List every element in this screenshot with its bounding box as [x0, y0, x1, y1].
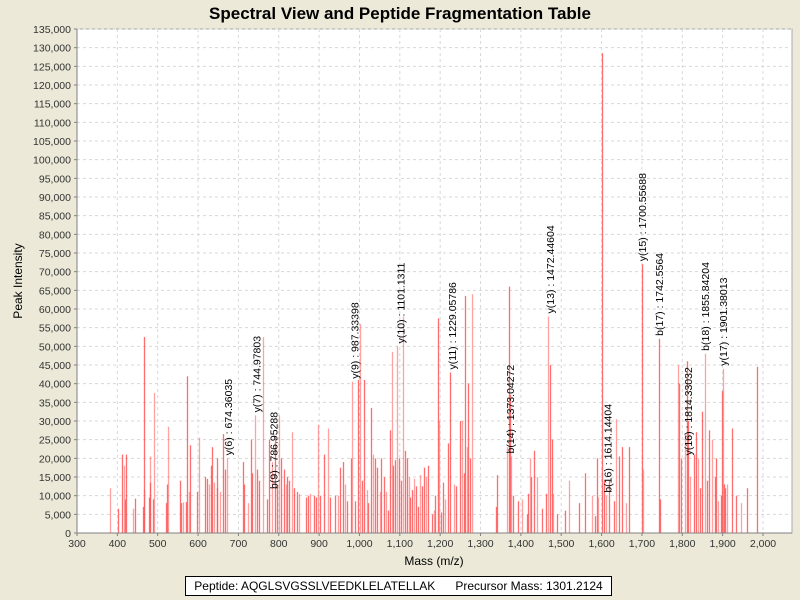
x-tick-label: 400: [109, 538, 127, 550]
peak-annotation: y(16) : 1814.33032: [683, 367, 695, 455]
y-tick-label: 45,000: [39, 360, 71, 372]
y-tick-label: 30,000: [39, 416, 71, 428]
y-tick-label: 110,000: [34, 117, 71, 129]
x-tick-label: 1,100: [387, 538, 413, 550]
y-tick-label: 25,000: [39, 435, 71, 447]
x-tick-label: 300: [68, 538, 86, 550]
y-tick-label: 0: [65, 528, 71, 540]
peak-annotation: y(13) : 1472.44604: [545, 225, 557, 313]
axes: [76, 29, 792, 534]
x-tick-label: 700: [230, 538, 248, 550]
y-tick-label: 135,000: [33, 24, 71, 36]
peak-annotation: y(11) : 1229.05786: [447, 282, 459, 370]
y-tick-label: 100,000: [33, 155, 71, 167]
peak-annotation: y(6) : 674.36035: [223, 379, 235, 456]
x-tick-label: 1,400: [508, 538, 534, 550]
y-ticks: 0 5,000 10,000 15,000 20,000 25,000 30,000 35,0…: [33, 24, 77, 540]
y-tick-label: 75,000: [39, 248, 71, 260]
x-tick-label: 800: [270, 538, 288, 550]
plot-area: [76, 28, 793, 534]
peak-annotation: y(7) : 744.97803: [252, 336, 264, 413]
peak-annotation: b(16) : 1614.14404: [602, 404, 614, 493]
y-tick-label: 60,000: [39, 304, 71, 316]
y-tick-label: 120,000: [33, 80, 71, 92]
peptide-info-box: Peptide: AQGLSVGSSLVEEDKLELATELLAK Precu…: [185, 576, 612, 596]
peak-bars: [109, 53, 759, 533]
peptide-label: Peptide: AQGLSVGSSLVEEDKLELATELLAK: [194, 579, 436, 593]
x-tick-label: 1,600: [588, 538, 614, 550]
y-tick-label: 20,000: [39, 453, 71, 465]
y-tick-label: 115,000: [34, 99, 71, 111]
peak-annotation: y(10) : 1101.1311: [395, 262, 407, 343]
y-tick-label: 65,000: [39, 285, 71, 297]
y-tick-label: 80,000: [39, 229, 71, 241]
y-tick-label: 10,000: [39, 491, 71, 503]
peak-annotation: y(9) : 987.33398: [349, 302, 361, 379]
x-tick-label: 1,200: [427, 538, 453, 550]
chart-title: Spectral View and Peptide Fragmentation …: [209, 4, 591, 23]
peak-annotation: b(14) : 1373.04272: [505, 365, 517, 454]
x-tick-label: 1,700: [629, 538, 655, 550]
x-tick-label: 1,900: [710, 538, 736, 550]
y-tick-label: 15,000: [39, 472, 71, 484]
peak-annotation: y(17) : 1901.38013: [718, 277, 730, 365]
peak-annotations: y(6) : 674.36035 y(7) : 744.97803 b(9) : 7…: [223, 173, 730, 493]
x-ticks: 300 400 500 600 700 800 900 1,000 1,100 1,200 1,30…: [68, 533, 776, 550]
y-axis-label: Peak Intensity: [11, 243, 25, 318]
x-tick-label: 600: [189, 538, 207, 550]
y-tick-label: 35,000: [39, 397, 71, 409]
y-tick-label: 5,000: [45, 509, 71, 521]
peak-annotation: b(9) : 786.95288: [268, 412, 280, 489]
y-tick-label: 40,000: [39, 379, 71, 391]
x-axis-label: Mass (m/z): [404, 554, 463, 568]
y-tick-label: 90,000: [39, 192, 71, 204]
grid: [77, 28, 792, 533]
precursor-mass-label: Precursor Mass: 1301.2124: [455, 579, 603, 593]
x-tick-label: 2,000: [750, 538, 776, 550]
y-tick-label: 125,000: [33, 61, 71, 73]
peak-annotation: b(17) : 1742.5564: [654, 253, 666, 336]
x-tick-label: 900: [310, 538, 328, 550]
y-tick-label: 95,000: [39, 173, 71, 185]
x-tick-label: 1,000: [346, 538, 372, 550]
y-tick-label: 130,000: [33, 43, 71, 55]
y-tick-label: 85,000: [39, 211, 71, 223]
x-tick-label: 1,800: [669, 538, 695, 550]
peak-annotation: y(15) : 1700.55688: [637, 173, 649, 261]
y-tick-label: 105,000: [33, 136, 71, 148]
y-tick-label: 50,000: [39, 341, 71, 353]
x-tick-label: 1,300: [467, 538, 493, 550]
x-tick-label: 500: [149, 538, 167, 550]
x-tick-label: 1,500: [548, 538, 574, 550]
y-tick-label: 55,000: [39, 323, 71, 335]
y-tick-label: 70,000: [39, 267, 71, 279]
peak-annotation: b(18) : 1855.84204: [700, 262, 712, 351]
